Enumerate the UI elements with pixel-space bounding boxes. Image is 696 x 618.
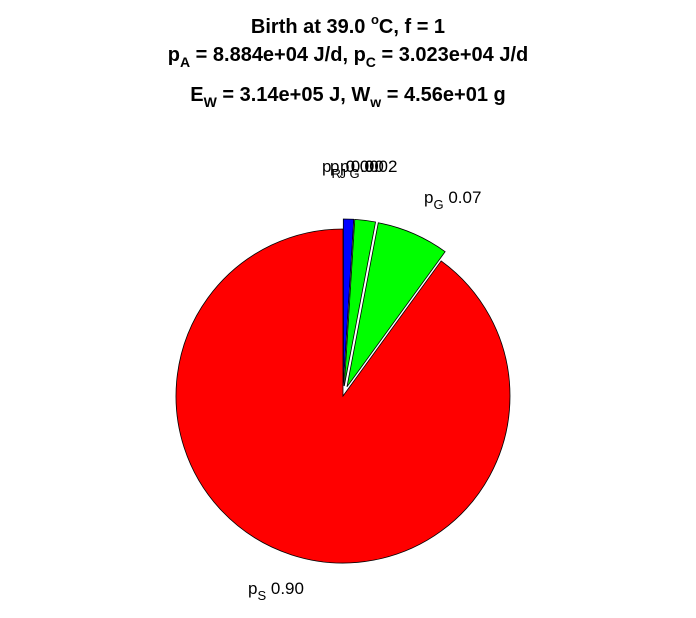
title-line-1: Birth at 39.0 oC, f = 1 xyxy=(0,12,696,39)
slice-label-sub: G xyxy=(433,197,443,212)
slice-label-0: pR 0.00 xyxy=(322,157,379,181)
title-ew-symbol: E xyxy=(190,84,204,106)
slice-label-value: 0.90 xyxy=(266,579,304,598)
slice-label-4: pS 0.90 xyxy=(248,579,304,603)
title-ww-value: = 4.56e+01 g xyxy=(381,84,506,106)
slice-label-value: 0.00 xyxy=(346,157,384,176)
title-degree-sup: o xyxy=(370,12,379,27)
title-pa-value: = 8.884e+04 J/d, xyxy=(190,44,354,66)
title-f-text: C, f = 1 xyxy=(378,16,446,38)
pie-slice-pg-2 xyxy=(343,218,377,387)
title-ew-sub: W xyxy=(203,94,217,110)
slice-label-3: pG 0.07 xyxy=(424,188,481,212)
pie-slices xyxy=(175,218,511,564)
title-ww-sub: w xyxy=(370,94,382,110)
title-line-3: EW = 3.14e+05 J, Ww = 4.56e+01 g xyxy=(0,84,696,110)
slice-label-value: 0.00 xyxy=(341,157,379,176)
slice-label-2: pG 0.02 xyxy=(340,157,397,181)
slice-label-value: 0.07 xyxy=(444,188,482,207)
title-pc-sub: C xyxy=(365,54,376,70)
slice-label-sub: G xyxy=(349,166,359,181)
title-birth-text: Birth at 39.0 xyxy=(250,16,371,38)
pie-slice-pr-0 xyxy=(342,218,355,387)
slice-label-symbol: p xyxy=(248,579,257,598)
title-pa-symbol: p xyxy=(167,44,180,66)
slice-label-value: 0.02 xyxy=(360,157,398,176)
title-pc-symbol: p xyxy=(353,44,366,66)
slice-label-sub: J xyxy=(339,166,346,181)
slice-label-symbol: p xyxy=(424,188,433,207)
slice-label-symbol: p xyxy=(340,157,349,176)
pie-slice-pg-3 xyxy=(346,222,446,388)
slice-label-1: pJ 0.00 xyxy=(330,157,384,181)
slice-label-symbol: p xyxy=(330,157,339,176)
title-line-2: pA = 8.884e+04 J/d, pC = 3.023e+04 J/d xyxy=(0,44,696,70)
title-pc-value: = 3.023e+04 J/d xyxy=(375,44,529,66)
pie-slice-ps-4 xyxy=(175,228,511,564)
slice-label-sub: S xyxy=(257,588,266,603)
title-ew-value: = 3.14e+05 J, xyxy=(216,84,352,106)
slice-label-symbol: p xyxy=(322,157,331,176)
title-ww-symbol: W xyxy=(351,84,371,106)
title-pa-sub: A xyxy=(179,54,191,70)
slice-label-sub: R xyxy=(331,166,340,181)
